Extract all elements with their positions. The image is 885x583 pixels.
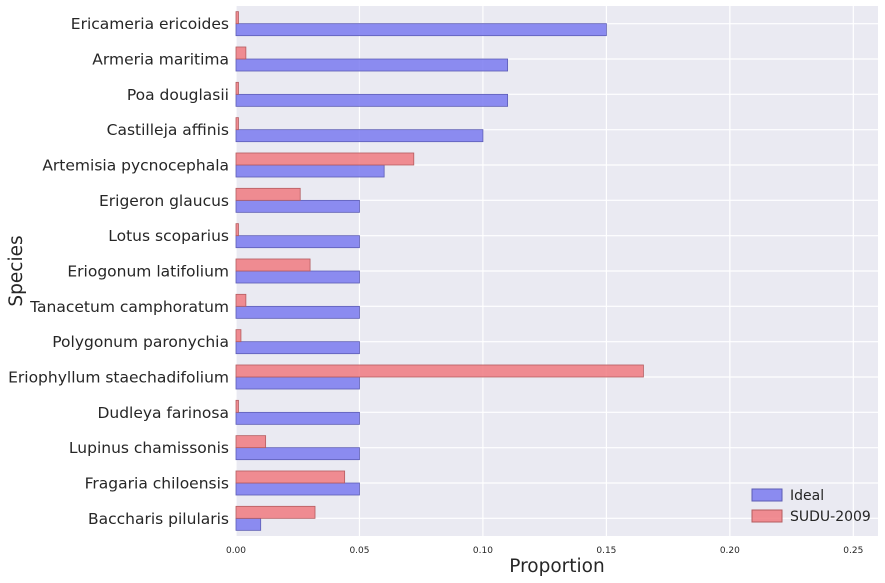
y-tick-label: Polygonum paronychia (52, 333, 229, 351)
y-tick-label: Dudleya farinosa (97, 404, 229, 422)
bar-sudu-2009-eriophyllum-staechadifolium (235, 364, 644, 378)
x-tick-label: 0.00 (226, 546, 246, 556)
bar-ideal-armeria-maritima (235, 58, 509, 72)
bar-sudu-2009-eriogonum-latifolium (235, 258, 311, 272)
bar-sudu-2009-lupinus-chamissonis (235, 435, 267, 449)
y-tick-label: Lupinus chamissonis (69, 439, 229, 457)
bar-sudu-2009-polygonum-paronychia (235, 329, 242, 343)
y-tick-label: Tanacetum camphoratum (29, 298, 229, 316)
bar-ideal-baccharis-pilularis (235, 517, 262, 531)
bar-sudu-2009-castilleja-affinis (235, 117, 239, 131)
bar-ideal-fragaria-chiloensis (235, 482, 360, 496)
bar-ideal-artemisia-pycnocephala (235, 164, 385, 178)
bar-ideal-poa-douglasii (235, 93, 509, 107)
bar-sudu-2009-erigeron-glaucus (235, 187, 301, 201)
y-tick-label: Ericameria ericoides (71, 15, 229, 33)
y-tick-label: Armeria maritima (92, 51, 229, 69)
bar-sudu-2009-lotus-scoparius (235, 223, 239, 237)
x-tick-labels: 0.00 0.05 0.10 0.15 0.20 0.25 (226, 546, 863, 556)
y-tick-label: Eriophyllum staechadifolium (8, 369, 229, 387)
bar-sudu-2009-artemisia-pycnocephala (235, 152, 415, 166)
y-tick-label: Erigeron glaucus (99, 192, 229, 210)
legend: Ideal SUDU-2009 (751, 488, 871, 525)
y-tick-label: Lotus scoparius (108, 227, 229, 245)
legend-label-sudu-2009: SUDU-2009 (790, 509, 871, 525)
bar-sudu-2009-ericameria-ericoides (235, 11, 239, 25)
y-tick-label: Baccharis pilularis (88, 510, 229, 528)
x-tick-label: 0.10 (473, 546, 493, 556)
bar-ideal-dudleya-farinosa (235, 411, 360, 425)
y-axis-label: Species (6, 235, 27, 306)
bar-sudu-2009-tanacetum-camphoratum (235, 293, 247, 307)
bars (235, 11, 644, 531)
bar-sudu-2009-fragaria-chiloensis (235, 470, 346, 484)
bar-ideal-polygonum-paronychia (235, 341, 360, 355)
legend-swatch-ideal (751, 488, 783, 502)
bar-ideal-erigeron-glaucus (235, 199, 360, 213)
x-tick-label: 0.05 (349, 546, 369, 556)
y-tick-label: Eriogonum latifolium (67, 263, 229, 281)
x-axis-label: Proportion (509, 556, 604, 577)
y-tick-labels: Ericameria ericoides Armeria maritima Poa … (8, 15, 229, 528)
y-tick-label: Artemisia pycnocephala (42, 157, 229, 175)
bar-ideal-lotus-scoparius (235, 235, 360, 249)
bar-ideal-ericameria-ericoides (235, 23, 607, 37)
y-tick-label: Poa douglasii (127, 86, 229, 104)
x-tick-label: 0.25 (843, 546, 863, 556)
bar-sudu-2009-poa-douglasii (235, 81, 239, 95)
y-tick-label: Fragaria chiloensis (85, 475, 229, 493)
legend-label-ideal: Ideal (790, 488, 824, 504)
y-tick-label: Castilleja affinis (107, 121, 229, 139)
bar-ideal-castilleja-affinis (235, 129, 484, 143)
bar-sudu-2009-armeria-maritima (235, 46, 247, 60)
x-tick-label: 0.20 (720, 546, 740, 556)
bar-ideal-eriophyllum-staechadifolium (235, 376, 360, 390)
bar-sudu-2009-baccharis-pilularis (235, 505, 316, 519)
bar-ideal-lupinus-chamissonis (235, 447, 360, 461)
bar-sudu-2009-dudleya-farinosa (235, 399, 239, 413)
bar-ideal-tanacetum-camphoratum (235, 305, 360, 319)
bar-ideal-eriogonum-latifolium (235, 270, 360, 284)
legend-swatch-sudu-2009 (751, 509, 783, 523)
x-tick-label: 0.15 (596, 546, 616, 556)
